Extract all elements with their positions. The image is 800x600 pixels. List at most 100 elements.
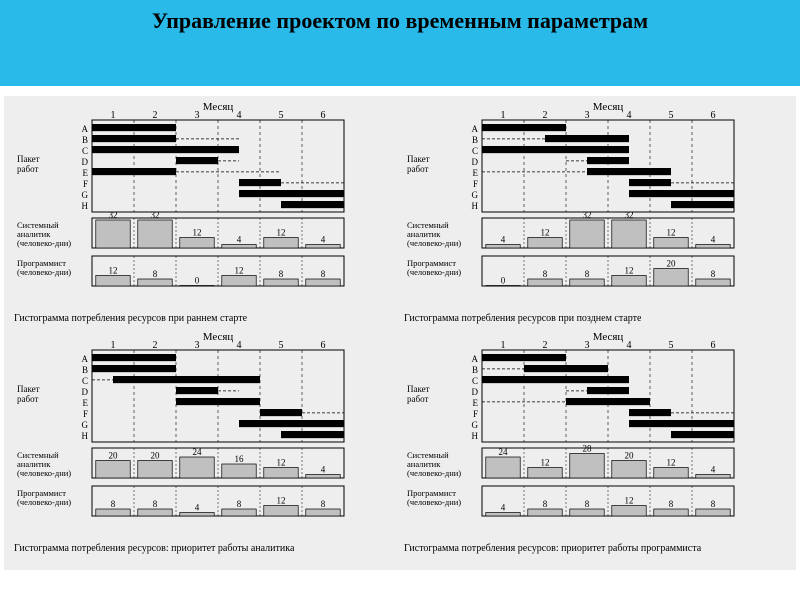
svg-text:(человеко-дни): (человеко-дни) xyxy=(17,497,71,507)
svg-text:3: 3 xyxy=(585,110,590,121)
svg-text:20: 20 xyxy=(667,259,677,269)
svg-text:4: 4 xyxy=(711,235,716,245)
svg-text:32: 32 xyxy=(583,210,592,220)
svg-text:C: C xyxy=(82,146,88,156)
svg-text:H: H xyxy=(472,201,479,211)
svg-text:24: 24 xyxy=(193,447,203,457)
svg-text:4: 4 xyxy=(237,235,242,245)
svg-text:8: 8 xyxy=(111,499,116,509)
svg-text:8: 8 xyxy=(585,269,590,279)
svg-text:4: 4 xyxy=(195,503,200,513)
svg-text:4: 4 xyxy=(711,465,716,475)
svg-text:B: B xyxy=(82,365,88,375)
svg-text:2: 2 xyxy=(153,340,158,351)
svg-text:D: D xyxy=(82,157,89,167)
svg-text:12: 12 xyxy=(277,458,286,468)
svg-text:12: 12 xyxy=(667,228,676,238)
svg-text:8: 8 xyxy=(153,499,158,509)
svg-text:32: 32 xyxy=(109,210,118,220)
svg-text:3: 3 xyxy=(585,340,590,351)
svg-text:A: A xyxy=(82,354,89,364)
svg-text:12: 12 xyxy=(667,458,676,468)
svg-text:20: 20 xyxy=(109,451,119,461)
svg-text:Пакет: Пакет xyxy=(17,384,40,394)
svg-text:4: 4 xyxy=(501,235,506,245)
svg-text:G: G xyxy=(82,190,89,200)
svg-text:16: 16 xyxy=(235,454,245,464)
svg-text:D: D xyxy=(472,157,479,167)
svg-text:(человеко-дни): (человеко-дни) xyxy=(407,267,461,277)
svg-text:1: 1 xyxy=(501,110,506,121)
panel-caption: Гистограмма потребления ресурсов при ран… xyxy=(14,313,247,324)
svg-text:(человеко-дни): (человеко-дни) xyxy=(407,497,461,507)
svg-text:4: 4 xyxy=(501,503,506,513)
svg-text:A: A xyxy=(472,354,479,364)
svg-text:G: G xyxy=(472,420,479,430)
panel-top-right: Месяц123456ABCDEFGHПакетработСистемныйан… xyxy=(404,100,774,322)
svg-text:H: H xyxy=(82,201,89,211)
slide-header: Управление проектом по временным парамет… xyxy=(0,0,800,86)
svg-text:B: B xyxy=(472,365,478,375)
svg-text:5: 5 xyxy=(669,340,674,351)
svg-text:20: 20 xyxy=(151,451,161,461)
svg-text:B: B xyxy=(82,135,88,145)
svg-text:0: 0 xyxy=(195,276,200,286)
svg-text:28: 28 xyxy=(583,444,593,454)
svg-text:2: 2 xyxy=(543,110,548,121)
svg-text:8: 8 xyxy=(153,269,158,279)
svg-text:12: 12 xyxy=(109,266,118,276)
svg-text:1: 1 xyxy=(111,340,116,351)
svg-text:Пакет: Пакет xyxy=(407,384,430,394)
svg-text:D: D xyxy=(472,387,479,397)
svg-text:8: 8 xyxy=(279,269,284,279)
slide-title: Управление проектом по временным парамет… xyxy=(152,8,648,34)
svg-text:E: E xyxy=(473,398,479,408)
svg-text:Пакет: Пакет xyxy=(407,154,430,164)
svg-text:8: 8 xyxy=(669,499,674,509)
svg-text:4: 4 xyxy=(237,110,242,121)
svg-text:2: 2 xyxy=(543,340,548,351)
svg-text:12: 12 xyxy=(541,458,550,468)
svg-text:3: 3 xyxy=(195,340,200,351)
svg-text:12: 12 xyxy=(193,228,202,238)
svg-text:(человеко-дни): (человеко-дни) xyxy=(407,238,461,248)
panel-caption: Гистограмма потребления ресурсов: приори… xyxy=(14,543,294,554)
svg-text:32: 32 xyxy=(151,210,160,220)
svg-text:F: F xyxy=(83,409,88,419)
svg-text:Пакет: Пакет xyxy=(17,154,40,164)
svg-text:H: H xyxy=(472,431,479,441)
svg-text:G: G xyxy=(82,420,89,430)
svg-text:F: F xyxy=(83,179,88,189)
svg-text:C: C xyxy=(472,376,478,386)
svg-text:12: 12 xyxy=(235,266,244,276)
chart-content: Месяц123456ABCDEFGHПакетработСистемныйан… xyxy=(4,96,796,570)
svg-text:6: 6 xyxy=(321,110,326,121)
svg-text:8: 8 xyxy=(711,499,716,509)
svg-text:Месяц: Месяц xyxy=(203,101,234,113)
svg-text:8: 8 xyxy=(585,499,590,509)
svg-text:3: 3 xyxy=(195,110,200,121)
svg-text:A: A xyxy=(472,124,479,134)
svg-text:C: C xyxy=(472,146,478,156)
svg-text:8: 8 xyxy=(711,269,716,279)
svg-text:(человеко-дни): (человеко-дни) xyxy=(17,267,71,277)
svg-text:работ: работ xyxy=(407,394,428,404)
svg-text:Месяц: Месяц xyxy=(593,331,624,343)
svg-text:12: 12 xyxy=(277,228,286,238)
svg-text:4: 4 xyxy=(321,465,326,475)
svg-text:8: 8 xyxy=(543,269,548,279)
panel-bottom-left: Месяц123456ABCDEFGHПакетработСистемныйан… xyxy=(14,330,384,552)
svg-text:G: G xyxy=(472,190,479,200)
svg-text:Месяц: Месяц xyxy=(203,331,234,343)
svg-text:(человеко-дни): (человеко-дни) xyxy=(407,468,461,478)
svg-text:24: 24 xyxy=(499,447,509,457)
svg-text:4: 4 xyxy=(237,340,242,351)
svg-text:12: 12 xyxy=(625,496,634,506)
svg-text:работ: работ xyxy=(17,394,38,404)
svg-text:C: C xyxy=(82,376,88,386)
svg-text:E: E xyxy=(473,168,479,178)
svg-text:12: 12 xyxy=(541,228,550,238)
svg-text:E: E xyxy=(83,398,89,408)
svg-text:8: 8 xyxy=(543,499,548,509)
svg-text:F: F xyxy=(473,409,478,419)
